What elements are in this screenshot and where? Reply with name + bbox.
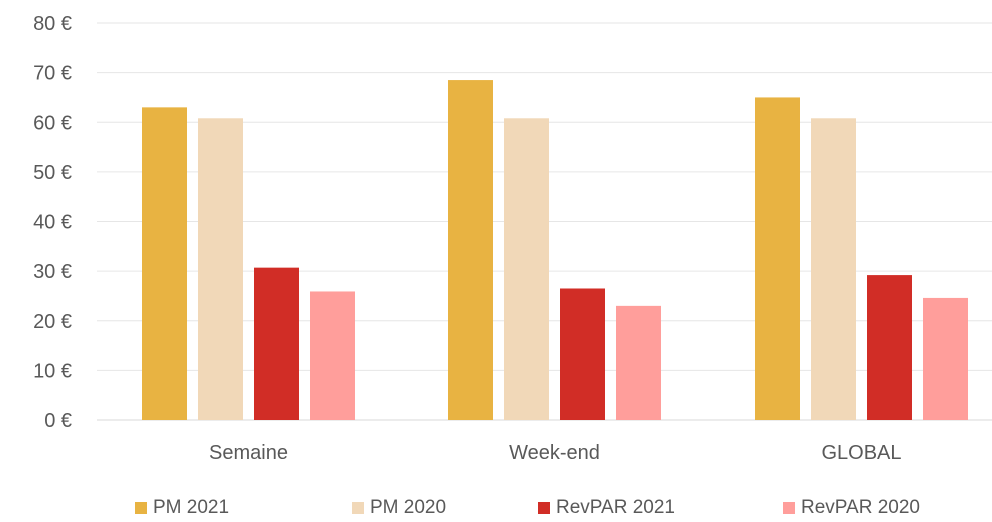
bar [142,107,187,421]
legend-item: PM 2020 [352,497,446,519]
legend: PM 2021 PM 2020 RevPAR 2021 RevPAR 2020 [0,497,992,521]
y-tick-label: 10 € [33,360,72,382]
bar [310,291,355,420]
y-tick-label: 50 € [33,162,72,184]
legend-label: RevPAR 2021 [556,497,675,518]
bar [198,118,243,420]
y-tick-label: 30 € [33,261,72,283]
legend-swatch [538,502,550,514]
legend-label: RevPAR 2020 [801,497,920,518]
bar [811,118,856,420]
bar [923,297,968,420]
legend-label: PM 2021 [153,497,230,518]
x-tick-label: Week-end [509,442,600,464]
legend-swatch [135,502,147,514]
x-tick-label: Semaine [209,442,288,464]
bar [254,267,299,420]
y-tick-label: 70 € [33,63,72,85]
bars [142,80,968,421]
y-tick-label: 0 € [44,410,72,432]
legend-swatch [783,502,795,514]
legend-item: PM 2021 [135,497,229,519]
bar [504,118,549,420]
bar [616,305,661,420]
bar [448,80,493,420]
legend-item: RevPAR 2020 [783,497,920,519]
bar [560,288,605,420]
bar [867,275,912,420]
y-tick-label: 60 € [33,112,72,134]
legend-swatch [352,502,364,514]
x-axis-ticks: Semaine Week-end GLOBAL [209,442,901,464]
legend-item: RevPAR 2021 [538,497,675,519]
y-axis-ticks: 0 € 10 € 20 € 30 € 40 € 50 € 60 € 70 € 80 € [33,13,72,432]
legend-label: PM 2020 [370,497,447,518]
x-tick-label: GLOBAL [821,442,901,464]
y-tick-label: 80 € [33,13,72,35]
bar [755,97,800,420]
y-tick-label: 20 € [33,311,72,333]
y-tick-label: 40 € [33,212,72,234]
